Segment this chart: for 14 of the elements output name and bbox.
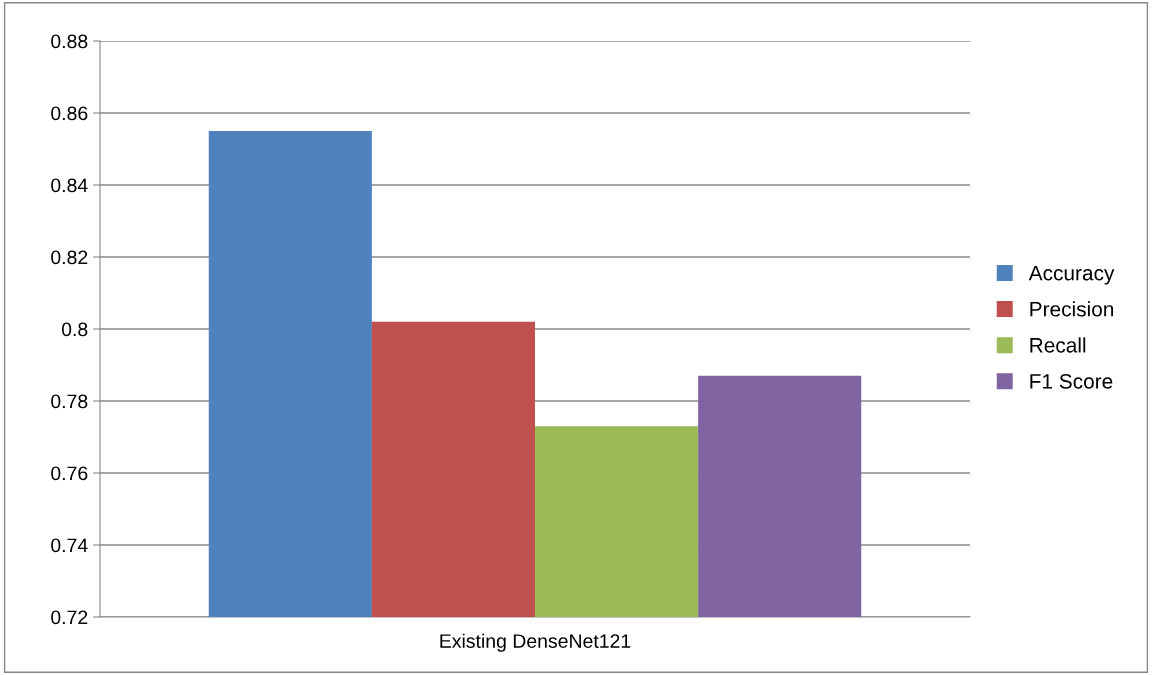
legend-label: Precision: [1030, 301, 1114, 317]
y-tick-label: 0.86: [51, 106, 88, 121]
y-tick-label: 0.82: [51, 250, 88, 265]
legend-label: Recall: [1030, 337, 1086, 353]
y-tick-label: 0.72: [51, 610, 88, 625]
x-tick-label: Existing DenseNet121: [440, 633, 631, 652]
y-tick-label: 0.78: [51, 394, 88, 409]
y-tick-label: 0.84: [51, 178, 88, 193]
legend-label: F1 Score: [1030, 373, 1113, 389]
y-tick-label: 0.88: [51, 34, 88, 49]
y-tick-label: 0.74: [51, 538, 88, 553]
y-tick-label: 0.76: [51, 466, 88, 481]
legend-label: Accuracy: [1028, 265, 1115, 285]
y-tick-label: 0.8: [61, 322, 88, 337]
